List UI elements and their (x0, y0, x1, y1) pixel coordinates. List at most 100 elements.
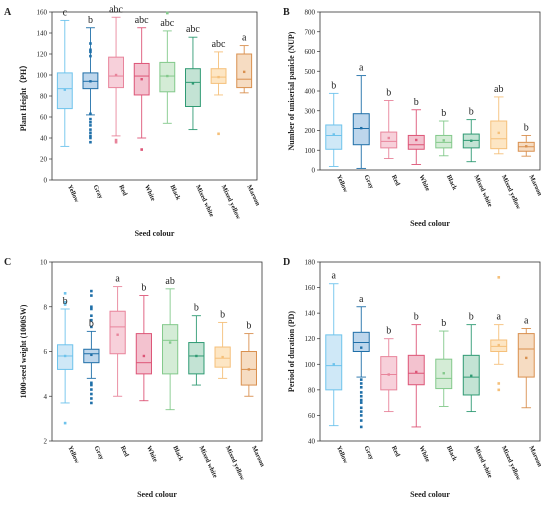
panel-c-outlier-0-3 (63, 292, 67, 295)
panel-c-category-label-7: Maroon (250, 445, 266, 468)
panel-a-mean-6 (217, 75, 220, 79)
panel-d-mean-1 (360, 346, 363, 349)
panel-b-mean-7 (525, 145, 528, 148)
panel-d-iqr-box-7 (517, 333, 535, 378)
panel-c-category-label-2: Red (119, 445, 130, 458)
panel-b-ytick-label-2: 200 (305, 127, 316, 135)
panel-d-outlier-6-1 (497, 382, 501, 385)
panel-b-category-label-2: Red (390, 174, 401, 187)
panel-a-category-label-1: Gray (92, 184, 105, 201)
panel-b-category-label-4: Black (445, 174, 458, 192)
panel-d-y-axis-title: Period of duration (PD) (287, 311, 296, 392)
panel-b-ytick-label-0: 0 (312, 167, 316, 175)
panel-d-outlier-6-2 (497, 276, 501, 279)
panel-b-sig-letter-5: b (469, 107, 474, 118)
panel-b-box-7: b (517, 122, 535, 157)
panel-b-sig-letter-3: b (414, 97, 419, 108)
panel-d-box-0: a (325, 271, 343, 427)
panel-b-category-label-5: Mixed white (472, 174, 493, 208)
panel-a-outlier-1-2 (89, 134, 92, 138)
panel-d-outlier-1-5 (359, 401, 363, 404)
panel-d-outlier-1-3 (359, 410, 363, 413)
panel-c-outlier-1-8 (90, 314, 93, 317)
panel-c-iqr-box-2 (109, 310, 126, 355)
panel-a-sig-letter-1: b (88, 15, 93, 26)
panel-c-outlier-1-3 (90, 388, 93, 391)
panel-a-plot-frame (51, 11, 258, 181)
panel-c-mean-5 (195, 354, 198, 358)
panel-b: B 0 100 200 300 400 500 600 700 800 Number of unis… (283, 7, 543, 228)
panel-b-ytick-label-6: 600 (305, 48, 316, 56)
panel-d-outlier-1-0 (359, 425, 363, 429)
panel-b-box-6: ab (490, 84, 508, 155)
panel-c-iqr-box-4 (162, 324, 179, 375)
panel-a-ytick-label-4: 80 (40, 93, 48, 101)
panel-a-category-label-4: Black (168, 184, 181, 202)
panel-a-outlier-4-0 (166, 11, 169, 15)
panel-c-outlier-1-0 (90, 401, 93, 405)
panel-d-category-label-5: Mixed white (472, 445, 493, 479)
panel-c-outlier-1-2 (90, 392, 93, 396)
panel-c-mean-1 (90, 353, 93, 357)
panel-b-box-4: b (435, 108, 453, 157)
panel-d-letter: D (283, 257, 290, 268)
panel-b-iqr-box-0 (325, 124, 343, 150)
panel-c-outlier-0-0 (63, 421, 67, 425)
panel-d-x-axis-title: Seed colour (410, 490, 450, 499)
panel-d-category-label-6: Mixed yellow (500, 445, 522, 482)
panel-d-outlier-1-11 (359, 378, 363, 381)
panel-c-box-5: b (188, 303, 205, 386)
panel-a-mean-7 (242, 70, 246, 74)
panel-b-category-label-7: Maroon (527, 174, 543, 197)
panel-d-ytick-label-3: 100 (305, 361, 316, 369)
panel-a-sig-letter-7: a (242, 33, 247, 44)
panel-c-sig-letter-6: b (220, 309, 225, 320)
panel-d-iqr-box-3 (407, 354, 425, 386)
panel-a-ytick-label-1: 20 (40, 156, 48, 164)
panel-d-outlier-1-2 (359, 414, 363, 417)
panel-b-mean-4 (442, 139, 445, 142)
panel-b-mean-1 (360, 126, 363, 130)
panel-c-mean-2 (116, 333, 119, 336)
panel-b-box-3: b (407, 97, 425, 165)
panel-b-y-axis-title: Number of uniserial panicle (NUP) (287, 31, 296, 150)
panel-a-category-label-2: Red (117, 184, 128, 197)
panel-a-category-label-0: Yellow (66, 184, 80, 204)
panel-a-ytick-label-6: 120 (37, 51, 48, 59)
panel-a-box-5: abc (185, 24, 201, 131)
panel-b-box-0: b (325, 80, 343, 167)
panel-c-ytick-label-2: 6 (44, 348, 48, 356)
panel-d-category-label-7: Maroon (527, 445, 543, 468)
panel-a-sig-letter-3: abc (135, 15, 149, 26)
panel-a-category-label-7: Maroon (245, 184, 261, 207)
panel-d-outlier-1-10 (359, 382, 363, 385)
panel-a-outlier-1-11 (89, 48, 92, 52)
panel-d-mean-6 (497, 343, 500, 347)
panel-c-category-label-4: Black (171, 445, 184, 463)
panel-a-mean-5 (191, 82, 195, 85)
panel-d-sig-letter-0: a (332, 271, 337, 282)
panel-c-mean-4 (168, 341, 172, 344)
panel-d-box-6: a (490, 276, 508, 392)
panel-d-sig-letter-6: a (497, 312, 502, 323)
panel-a-outlier-1-6 (89, 120, 92, 124)
panel-d-category-label-2: Red (390, 445, 401, 458)
panel-c-ytick-label-1: 4 (44, 393, 48, 401)
panel-c-outlier-1-9 (90, 307, 93, 311)
panel-d-outlier-1-7 (359, 394, 363, 398)
panel-c-outlier-1-1 (90, 397, 93, 400)
panel-b-ytick-label-4: 400 (305, 88, 316, 96)
panel-c-box-2: a (109, 274, 126, 397)
panel-d-ytick-label-0: 40 (308, 438, 316, 446)
panel-a-outlier-1-9 (89, 54, 92, 58)
panel-a-iqr-box-2 (108, 56, 124, 89)
panel-d-ytick-label-7: 180 (305, 259, 316, 267)
panel-b-iqr-box-3 (407, 134, 425, 150)
panel-c-sig-letter-4: ab (165, 276, 174, 287)
panel-c-box-1: b (83, 289, 100, 405)
panel-d-outlier-1-9 (359, 386, 363, 389)
panel-d-outlier-6-0 (497, 388, 501, 392)
panel-d-ytick-label-2: 80 (308, 386, 316, 394)
panel-d: D 40 60 80 100 120 140 160 180 Period of duration… (283, 257, 543, 499)
panel-b-sig-letter-0: b (331, 80, 336, 91)
